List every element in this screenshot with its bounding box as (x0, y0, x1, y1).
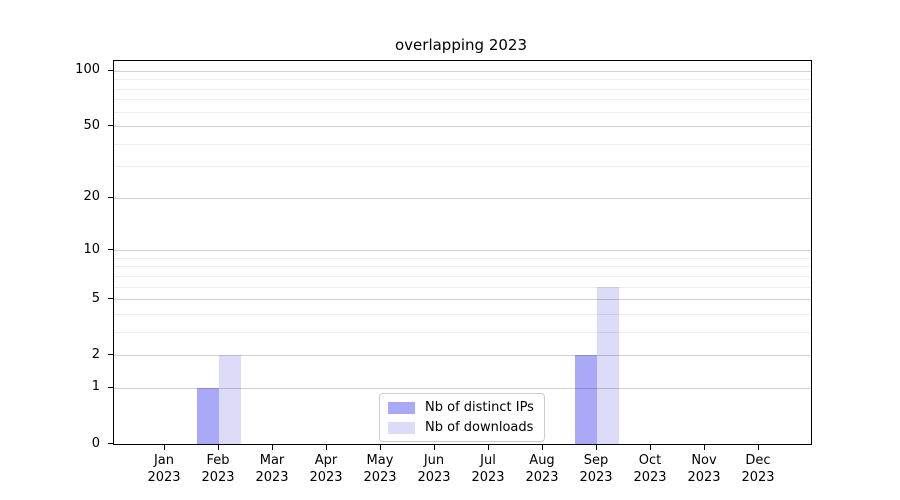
plot-area: Nb of distinct IPs Nb of downloads (113, 60, 812, 445)
y-tick-mark (108, 125, 113, 127)
x-tick-mark (434, 445, 436, 450)
y-gridline-minor (114, 99, 811, 101)
y-gridline-minor (114, 88, 811, 90)
x-tick-mark (326, 445, 328, 450)
bar-distinct-ips (575, 355, 597, 444)
y-tick-label: 100 (75, 62, 100, 78)
x-tick-mark (542, 445, 544, 450)
y-tick-label: 1 (91, 379, 100, 395)
x-tick-mark (596, 445, 598, 450)
y-gridline-major (114, 126, 811, 127)
y-gridline-minor (114, 331, 811, 333)
bar-downloads (219, 355, 241, 444)
y-tick-label: 0 (91, 435, 100, 451)
y-gridline-minor (114, 275, 811, 277)
y-tick-mark (108, 69, 113, 71)
y-tick-mark (108, 443, 113, 445)
x-tick-label: Jul 2023 (471, 453, 505, 485)
x-tick-mark (380, 445, 382, 450)
y-gridline-major (114, 250, 811, 252)
y-gridline-minor (114, 286, 811, 288)
x-tick-mark (218, 445, 220, 450)
x-tick-label: Jan 2023 (147, 453, 181, 485)
legend-label: Nb of distinct IPs (425, 400, 534, 415)
x-tick-mark (758, 445, 760, 450)
x-tick-mark (272, 445, 274, 450)
x-tick-label: Mar 2023 (255, 453, 289, 485)
x-tick-label: Nov 2023 (687, 453, 721, 485)
legend-label: Nb of downloads (425, 420, 534, 435)
y-tick-label: 20 (83, 189, 100, 205)
y-tick-mark (108, 249, 113, 251)
bar-distinct-ips (197, 387, 219, 444)
chart-title: overlapping 2023 (395, 36, 527, 54)
y-tick-mark (108, 386, 113, 389)
x-tick-label: Apr 2023 (309, 453, 343, 485)
y-gridline-minor (114, 143, 811, 145)
y-gridline-major (114, 355, 811, 357)
y-gridline-minor (114, 257, 811, 259)
y-tick-label: 2 (91, 346, 100, 362)
legend-entry: Nb of downloads (388, 420, 534, 435)
y-gridline-minor (114, 79, 811, 81)
x-tick-label: Aug 2023 (525, 453, 559, 485)
y-tick-label: 10 (83, 241, 100, 257)
x-tick-label: Dec 2023 (741, 453, 775, 485)
y-gridline-minor (114, 313, 811, 315)
y-gridline-major (114, 70, 811, 72)
legend-entry: Nb of distinct IPs (388, 400, 534, 415)
legend-swatch (388, 421, 415, 434)
y-gridline-minor (114, 266, 811, 268)
x-tick-mark (704, 445, 706, 450)
x-tick-mark (488, 445, 490, 450)
y-gridline-major (114, 299, 811, 301)
y-tick-mark (108, 298, 113, 300)
x-tick-label: Feb 2023 (201, 453, 235, 485)
x-tick-label: May 2023 (363, 453, 397, 485)
y-gridline-major (114, 197, 811, 199)
legend-swatch (388, 401, 415, 414)
x-tick-label: Oct 2023 (633, 453, 667, 485)
legend: Nb of distinct IPs Nb of downloads (379, 393, 545, 442)
x-tick-mark (650, 445, 652, 450)
y-gridline-minor (114, 111, 811, 113)
y-tick-label: 50 (83, 117, 100, 133)
y-tick-mark (108, 196, 113, 198)
y-tick-label: 5 (91, 290, 100, 306)
y-tick-mark (108, 354, 113, 356)
x-tick-mark (164, 445, 166, 450)
x-tick-label: Jun 2023 (417, 453, 451, 485)
x-tick-label: Sep 2023 (579, 453, 613, 485)
y-gridline-minor (114, 166, 811, 168)
y-gridline-major (114, 387, 811, 389)
bar-downloads (597, 286, 619, 444)
